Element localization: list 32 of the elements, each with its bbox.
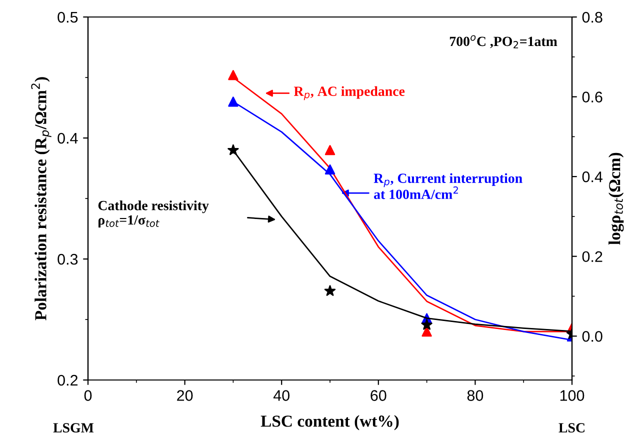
y-tick-label: 0.3 — [58, 254, 78, 265]
y2-axis-title: logρ$_{tot}$(Ωcm) — [608, 152, 624, 245]
point — [324, 285, 336, 296]
text: LSC — [558, 423, 584, 432]
y-axis-title: Polarization resistance (R$_{p}$/Ωcm$^{2}$) — [31, 77, 52, 320]
x-tick-label: 60 — [370, 390, 386, 401]
x-axis-title: LSC content (wt%) — [260, 415, 399, 430]
y2-tick-label: 0.2 — [582, 251, 602, 262]
annotation: R$_{p}$, Current interruption at 100mA/cm$^{2}$ — [374, 173, 522, 200]
x-tick-label: 80 — [467, 390, 484, 401]
x-tick-label: 20 — [177, 390, 193, 401]
y2-tick-label: 0.8 — [582, 12, 602, 23]
point — [324, 145, 336, 156]
x-tick-label: 100 — [560, 390, 584, 401]
point — [422, 326, 432, 337]
annotation: Cathode resistivity ρ$_{tot}$=1/σ$_{tot}$ — [98, 200, 209, 228]
x-tick-label: 0 — [84, 390, 92, 401]
text: LSGM — [53, 423, 94, 432]
y-tick-label: 0.2 — [58, 374, 78, 386]
annotation: 700$^{o}$C ,PO$_{2}$=1atm — [450, 35, 558, 48]
point — [228, 96, 238, 107]
point — [324, 164, 336, 175]
y2-tick-label: 0.6 — [582, 92, 602, 102]
y-tick-label: 0.4 — [58, 132, 78, 144]
point — [228, 70, 238, 80]
y-tick-label: 0.5 — [58, 12, 78, 23]
x-tick-label: 40 — [273, 390, 290, 401]
point — [228, 144, 239, 156]
y2-tick-label: 0.0 — [582, 330, 602, 342]
point — [421, 319, 432, 330]
annotation: R$_{p}$, AC impedance — [294, 86, 405, 100]
y2-tick-label: 0.4 — [582, 171, 603, 182]
